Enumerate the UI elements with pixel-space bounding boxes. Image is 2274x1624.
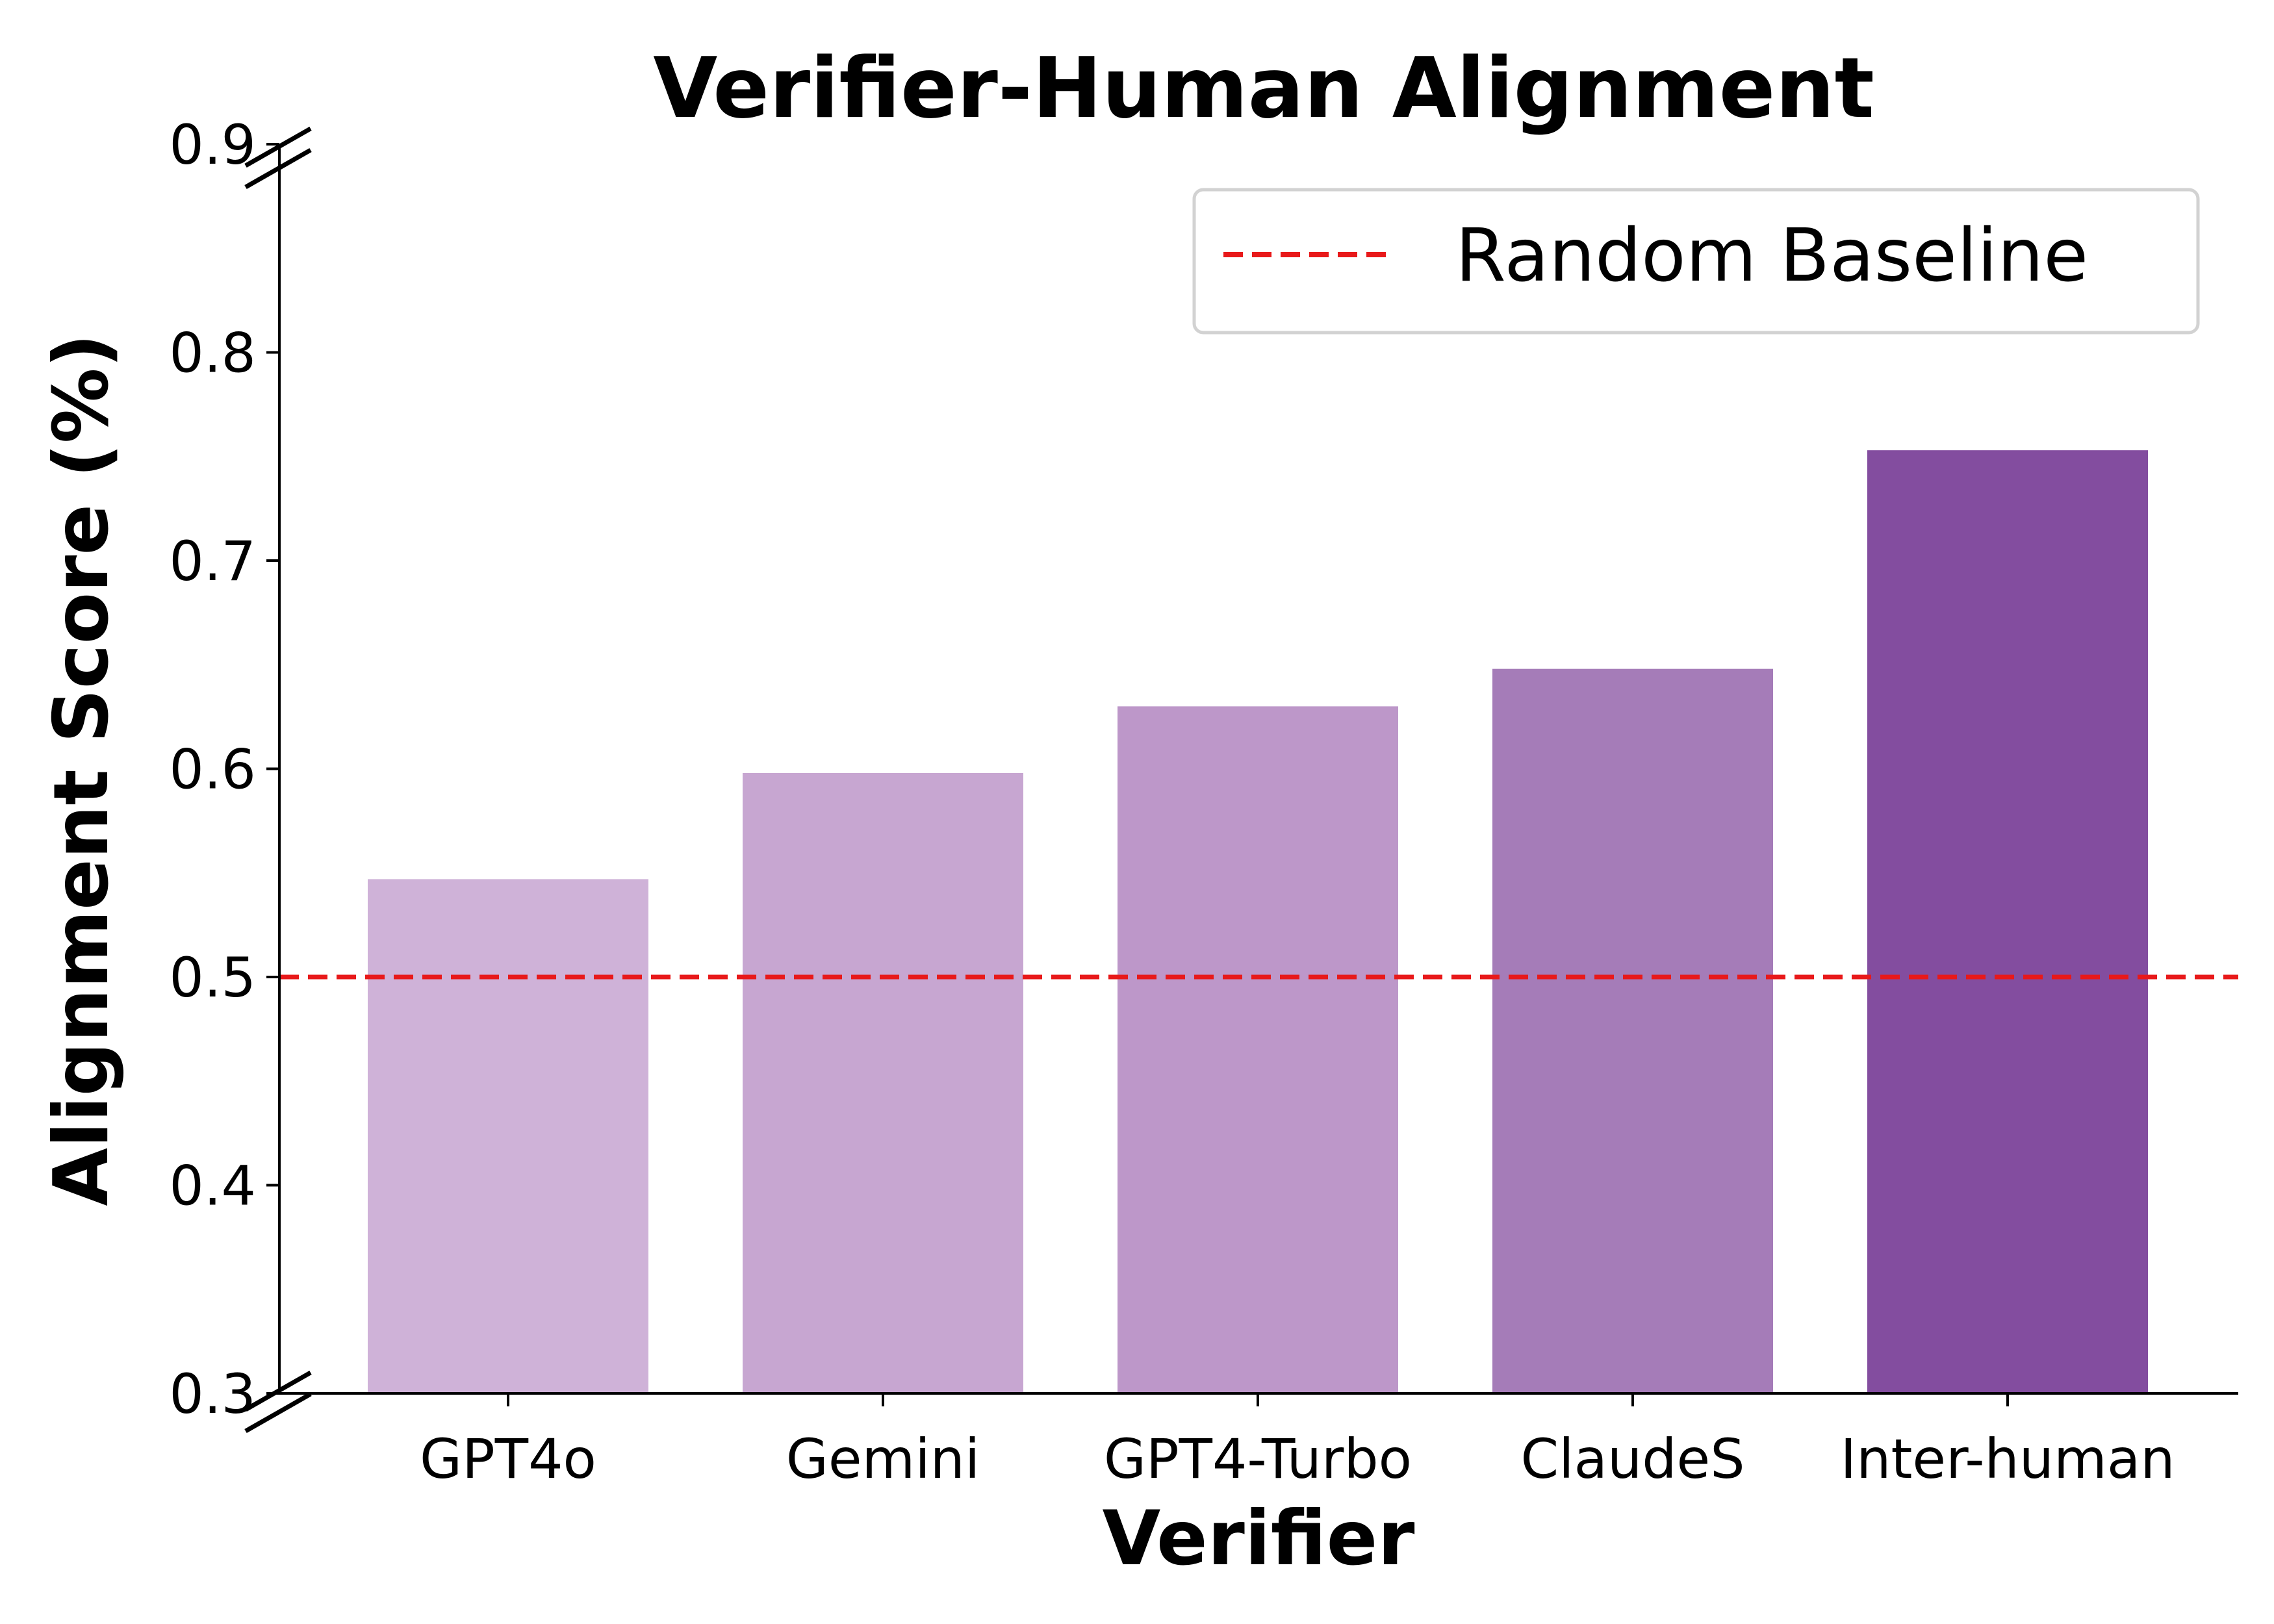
bar-gpt4-turbo [1118,706,1398,1393]
y-axis-title: Alignment Score (%) [38,333,125,1206]
axis-break-bottom [244,1370,312,1434]
y-tick-label: 0.5 [169,946,256,1009]
legend: Random Baseline [1192,188,2200,335]
y-tick-label: 0.3 [169,1362,256,1426]
x-tick-label: Inter-human [1840,1427,2175,1491]
axis-break-top [244,126,312,190]
y-ticks-group: 0.3 0.4 0.5 0.6 0.7 0.8 0.9 [169,113,279,1426]
x-ticks-group: GPT4o Gemini GPT4-Turbo ClaudeS Inter-human [420,1393,2175,1491]
y-tick-label: 0.7 [169,529,256,593]
bar-gemini [743,772,1023,1393]
bars-group [368,450,2148,1393]
bar-claudes [1492,668,1773,1393]
bar-gpt4o [368,879,648,1393]
x-axis-title: Verifier [1103,1495,1415,1582]
legend-label: Random Baseline [1455,214,2088,298]
x-tick-label: ClaudeS [1520,1427,1744,1491]
x-tick-label: GPT4o [420,1427,596,1491]
bar-inter-human [1867,450,2148,1393]
chart-title: Verifier-Human Alignment [653,40,1874,137]
y-tick-label: 0.8 [169,322,256,385]
y-tick-label: 0.6 [169,738,256,802]
x-tick-label: Gemini [786,1427,980,1491]
y-tick-label: 0.9 [169,113,256,177]
legend-box [1192,188,2200,335]
y-tick-label: 0.4 [169,1154,256,1218]
x-tick-label: GPT4-Turbo [1104,1427,1412,1491]
